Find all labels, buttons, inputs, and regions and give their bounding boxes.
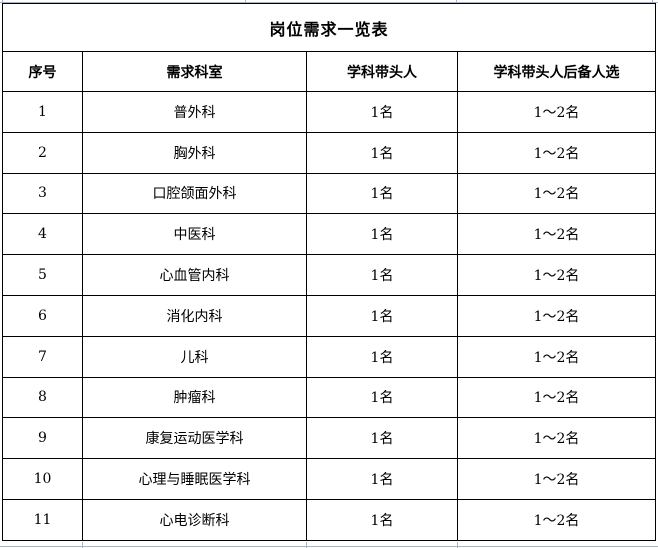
table-cell: 1～2名	[456, 254, 657, 296]
table-cell: 心血管内科	[82, 254, 307, 296]
table-row: 9 康复运动医学科 1名 1～2名	[2, 417, 657, 460]
table-cell: 消化内科	[82, 294, 307, 337]
table-cell: 1名	[306, 376, 458, 419]
table-cell: 1名	[306, 254, 458, 296]
table-cell: 7	[2, 335, 83, 378]
table-cell: 心电诊断科	[82, 498, 307, 541]
table-cell: 4	[2, 213, 83, 256]
table-cell: 11	[2, 498, 83, 541]
table-row: 2 胸外科 1名 1～2名	[2, 131, 657, 174]
table-row: 5 心血管内科 1名 1～2名	[2, 254, 657, 296]
table-cell: 1～2名	[456, 376, 657, 419]
table-cell: 1～2名	[456, 335, 657, 378]
table-cell: 1名	[306, 335, 458, 378]
table-cell: 1～2名	[456, 498, 657, 541]
table-cell: 1～2名	[456, 172, 657, 215]
table-cell: 5	[2, 254, 83, 296]
table-cell: 1名	[306, 91, 458, 133]
table-cell: 中医科	[82, 213, 307, 256]
table-header-row: 序号 需求科室 学科带头人 学科带头人后备人选	[2, 51, 657, 92]
gridline-bottom-tick-3	[457, 542, 458, 548]
table-cell: 3	[2, 172, 83, 215]
table-cell: 1名	[306, 213, 458, 256]
table-title: 岗位需求一览表	[1, 3, 657, 52]
table-cell: 肿瘤科	[82, 376, 307, 419]
table-cell: 6	[2, 294, 83, 337]
table-cell: 1名	[306, 131, 458, 174]
table-cell: 普外科	[82, 91, 307, 133]
table-cell: 1～2名	[456, 91, 657, 133]
table-cell: 儿科	[82, 335, 307, 378]
table-row: 8 肿瘤科 1名 1～2名	[2, 376, 657, 419]
table-cell: 1	[2, 91, 83, 133]
table-cell: 康复运动医学科	[82, 417, 307, 460]
table-cell: 1名	[306, 458, 458, 500]
gridline-top-horizontal	[0, 2, 658, 3]
table-row: 4 中医科 1名 1～2名	[2, 213, 657, 256]
gridline-top-tick-mid1	[245, 0, 246, 2]
table-cell: 1名	[306, 172, 458, 215]
table-title-row: 岗位需求一览表	[1, 3, 657, 52]
table-row: 10 心理与睡眠医学科 1名 1～2名	[2, 458, 657, 500]
gridline-bottom-tick-1	[82, 542, 83, 548]
col-header-serial-number: 序号	[2, 51, 83, 92]
table-cell: 1～2名	[456, 417, 657, 460]
gridline-bottom-tick-2	[306, 542, 307, 548]
table-cell: 9	[2, 417, 83, 460]
table-row: 1 普外科 1名 1～2名	[2, 91, 657, 133]
table-row: 11 心电诊断科 1名 1～2名	[2, 498, 657, 541]
table-body: 1 普外科 1名 1～2名 2 胸外科 1名 1～2名 3 口腔颌面外科 1名 1～2名 4 中医科 1名 1…	[2, 91, 657, 541]
table-cell: 1～2名	[456, 458, 657, 500]
table-cell: 8	[2, 376, 83, 419]
table-cell: 1～2名	[456, 213, 657, 256]
table-cell: 1～2名	[456, 294, 657, 337]
table-cell: 1名	[306, 417, 458, 460]
col-header-department: 需求科室	[82, 51, 307, 92]
gridline-top-tick-mid2	[456, 0, 457, 2]
table-row: 7 儿科 1名 1～2名	[2, 335, 657, 378]
table-cell: 2	[2, 131, 83, 174]
job-requirements-table: 岗位需求一览表 序号 需求科室 学科带头人 学科带头人后备人选 1 普外科 1名 1～…	[1, 3, 657, 541]
table-cell: 1～2名	[456, 131, 657, 174]
table-cell: 胸外科	[82, 131, 307, 174]
col-header-discipline-leader: 学科带头人	[306, 51, 458, 92]
table-cell: 1名	[306, 498, 458, 541]
table-cell: 1名	[306, 294, 458, 337]
gridline-bottom-horizontal	[0, 546, 658, 547]
table-cell: 10	[2, 458, 83, 500]
table-row: 3 口腔颌面外科 1名 1～2名	[2, 172, 657, 215]
table-cell: 心理与睡眠医学科	[82, 458, 307, 500]
table-cell: 口腔颌面外科	[82, 172, 307, 215]
table-row: 6 消化内科 1名 1～2名	[2, 294, 657, 337]
col-header-leader-reserve: 学科带头人后备人选	[456, 51, 657, 92]
